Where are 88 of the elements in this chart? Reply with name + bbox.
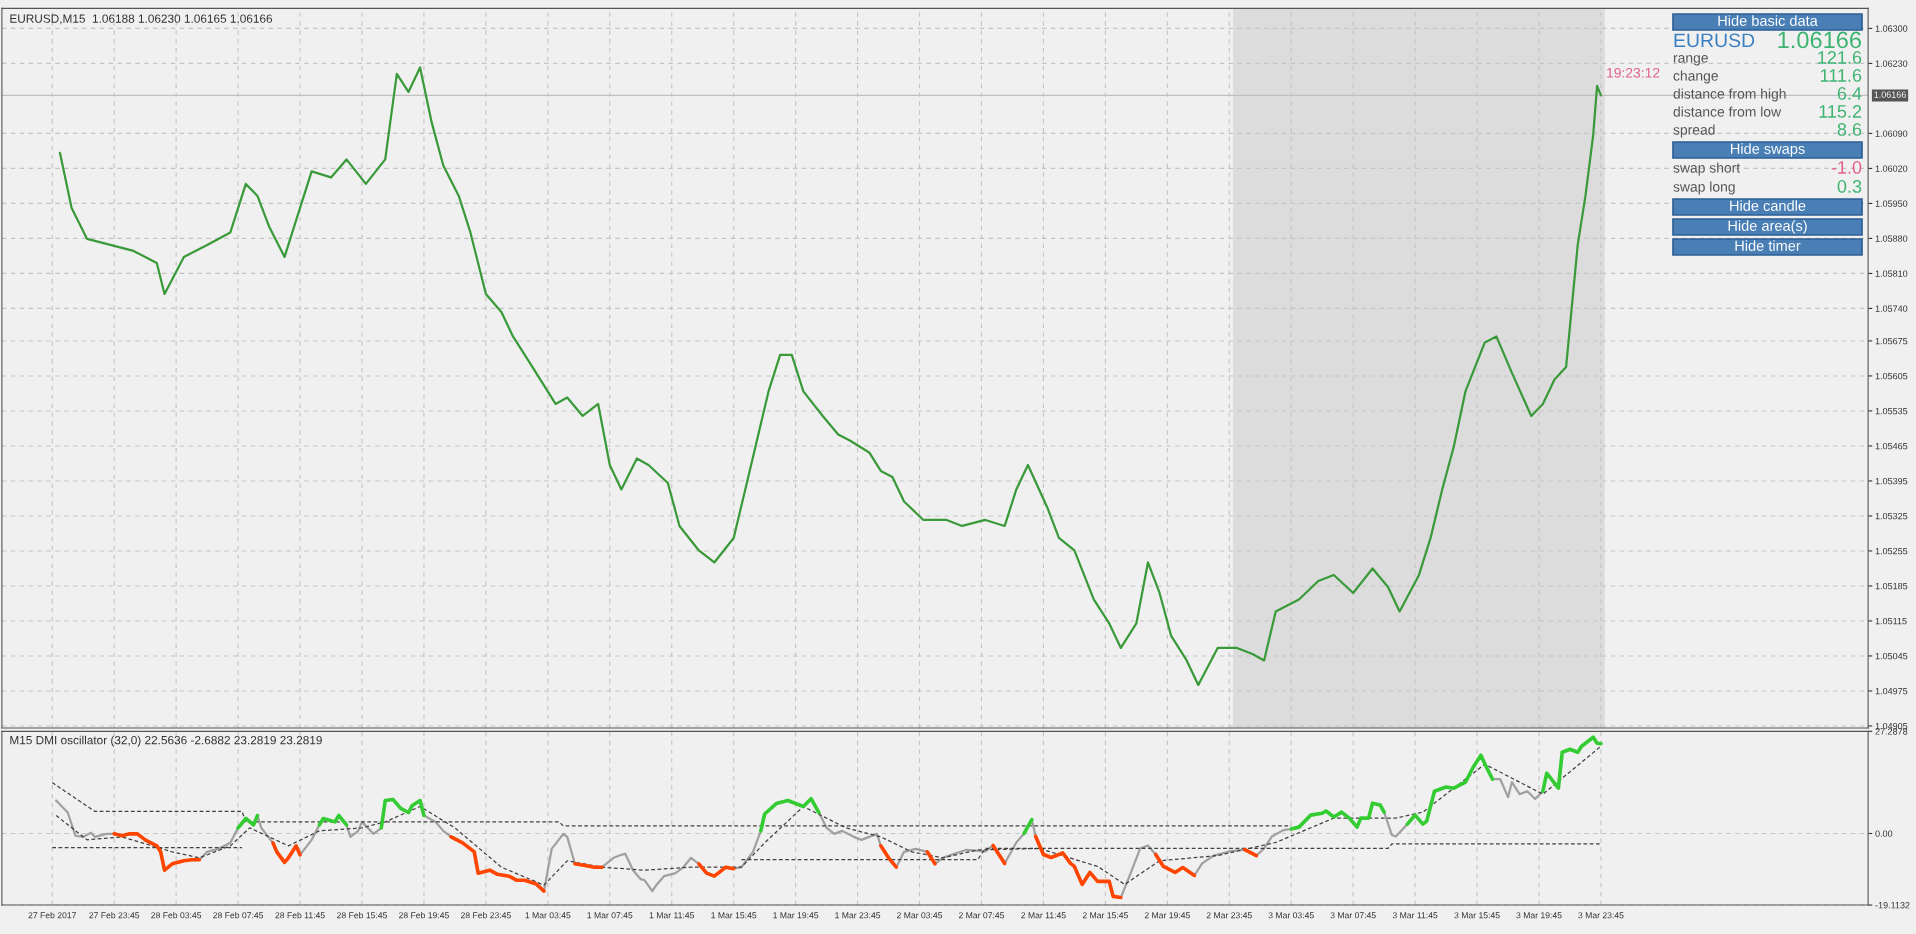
annotation: 0.3 [1837, 180, 1862, 193]
y-tick-label: 1.05255 [1875, 547, 1908, 555]
line-series [1541, 735, 1603, 793]
annotation: range [1673, 55, 1708, 66]
y-tick-label: 1.05810 [1875, 270, 1908, 277]
annotation: distance from low [1673, 106, 1782, 117]
x-tick-label: 3 Mar 19:45 [1516, 912, 1562, 919]
line-series [58, 66, 1603, 687]
x-tick-label: 27 Feb 2017 [28, 911, 76, 919]
x-tick-label: 3 Mar 11:45 [1392, 912, 1438, 919]
annotation: spread [1673, 124, 1715, 138]
annotation: Hide swaps [1731, 143, 1805, 157]
y-tick-label: 1.04905 [1875, 722, 1908, 730]
y-tick-label: 1.05045 [1875, 652, 1908, 660]
x-tick-label: 28 Feb 03:45 [151, 911, 202, 919]
annotation: change [1673, 70, 1718, 84]
annotation: Hide area(s) [1728, 220, 1807, 234]
y-tick-label: 1.06300 [1875, 25, 1908, 32]
annotation: 19:23:12 [1607, 67, 1660, 78]
line-series [1405, 753, 1495, 826]
line-series [236, 813, 260, 830]
y-tick-label: 1.06090 [1875, 130, 1908, 137]
y-tick-label: 1.05675 [1875, 337, 1908, 345]
y-tick-label: 1.05325 [1875, 512, 1908, 520]
ref-line-label: 1.06166 [1874, 91, 1906, 98]
x-tick-label: 28 Feb 15:45 [337, 911, 388, 919]
y-tick-label: 27.2878 [1875, 728, 1908, 735]
annotation: Hide candle [1730, 200, 1806, 211]
x-tick-label: 2 Mar 19:45 [1144, 912, 1190, 919]
annotation: EURUSD [1674, 33, 1755, 48]
y-tick-label: 1.05395 [1875, 477, 1908, 485]
x-tick-label: 3 Mar 15:45 [1454, 912, 1500, 919]
y-tick-label: 1.06230 [1875, 60, 1908, 67]
y-tick-label: 1.05880 [1875, 235, 1908, 242]
line-series [1033, 834, 1123, 900]
x-tick-label: 2 Mar 03:45 [896, 912, 943, 919]
y-tick-label: 1.05465 [1875, 442, 1908, 450]
y-tick-label: 1.05605 [1875, 372, 1908, 380]
line-series [271, 841, 302, 865]
line-series [1289, 801, 1386, 831]
x-tick-label: 1 Mar 11:45 [649, 912, 695, 919]
y-tick-label: 1.04975 [1875, 687, 1908, 695]
line-series [317, 813, 349, 827]
x-tick-label: 27 Feb 23:45 [89, 911, 140, 919]
x-tick-label: 28 Feb 19:45 [399, 911, 449, 919]
chart-title: EURUSD,M15 1.06188 1.06230 1.06165 1.06166 [10, 14, 273, 25]
annotation: Hide timer [1735, 240, 1801, 251]
y-tick-label: -19.1132 [1875, 902, 1910, 909]
y-tick-label: 1.06020 [1875, 165, 1908, 172]
annotation: 111.6 [1820, 69, 1862, 82]
annotation: swap short [1673, 162, 1741, 176]
y-tick-label: 1.05740 [1875, 305, 1908, 312]
y-tick-label: 1.05535 [1875, 407, 1908, 415]
annotation: 6.4 [1837, 87, 1862, 100]
annotation: Hide basic data [1718, 15, 1818, 26]
x-tick-label: 3 Mar 23:45 [1578, 912, 1624, 919]
chart-title: M15 DMI oscillator (32,0) 22.5636 -2.6882 23.2819 23.2819 [10, 735, 322, 747]
x-tick-label: 2 Mar 23:45 [1206, 912, 1252, 919]
line-series [449, 835, 546, 893]
annotation: 1.06166 [1778, 31, 1861, 49]
line-series [758, 796, 821, 833]
line-series [1153, 852, 1197, 878]
y-tick-label: 1.05950 [1875, 200, 1908, 207]
x-tick-label: 1 Mar 03:45 [525, 912, 571, 919]
annotation: 8.6 [1837, 123, 1862, 136]
y-tick-label: 0.00 [1875, 830, 1893, 837]
annotation: 121.6 [1818, 51, 1862, 64]
x-tick-label: 1 Mar 23:45 [835, 912, 881, 919]
annotation: swap long [1673, 181, 1735, 195]
x-tick-label: 2 Mar 07:45 [958, 912, 1005, 919]
y-tick-label: 1.05185 [1875, 582, 1908, 590]
x-tick-label: 28 Feb 11:45 [275, 911, 325, 919]
annotation: -1.0 [1831, 161, 1862, 174]
x-tick-label: 3 Mar 03:45 [1268, 912, 1314, 919]
x-tick-label: 1 Mar 19:45 [773, 912, 819, 919]
annotation: distance from high [1673, 88, 1786, 102]
x-tick-label: 1 Mar 15:45 [711, 912, 757, 919]
line-series [379, 797, 426, 830]
x-tick-label: 3 Mar 07:45 [1330, 912, 1376, 919]
x-tick-label: 1 Mar 07:45 [587, 912, 633, 919]
annotation: 115.2 [1819, 105, 1862, 118]
line-series [697, 862, 736, 878]
line-series [112, 832, 202, 872]
y-tick-label: 1.05115 [1875, 617, 1907, 625]
x-tick-label: 28 Feb 23:45 [460, 911, 511, 919]
x-tick-label: 2 Mar 15:45 [1082, 912, 1128, 919]
x-tick-label: 28 Feb 07:45 [213, 911, 264, 919]
x-tick-label: 2 Mar 11:45 [1021, 912, 1066, 919]
